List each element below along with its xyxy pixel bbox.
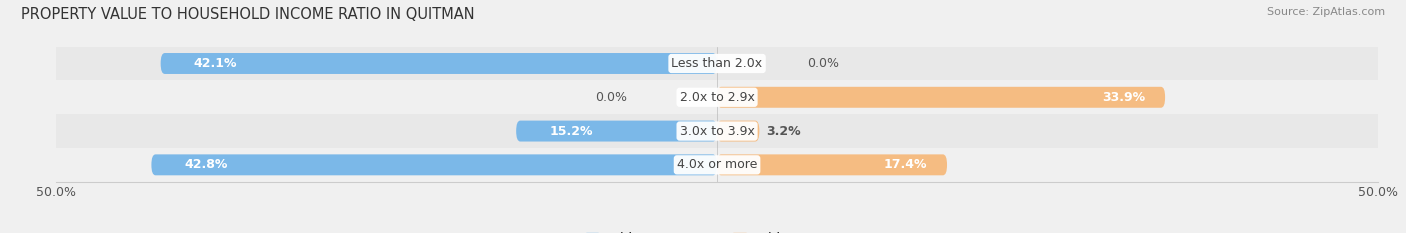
Bar xyxy=(56,80,1378,114)
Text: 33.9%: 33.9% xyxy=(1102,91,1146,104)
Text: 17.4%: 17.4% xyxy=(884,158,927,171)
Text: 0.0%: 0.0% xyxy=(807,57,839,70)
Bar xyxy=(56,114,1378,148)
Legend: Without Mortgage, With Mortgage: Without Mortgage, With Mortgage xyxy=(581,227,853,233)
FancyBboxPatch shape xyxy=(717,154,948,175)
Text: Less than 2.0x: Less than 2.0x xyxy=(672,57,762,70)
FancyBboxPatch shape xyxy=(516,121,717,141)
Text: 3.0x to 3.9x: 3.0x to 3.9x xyxy=(679,125,755,137)
Text: 15.2%: 15.2% xyxy=(550,125,593,137)
Text: Source: ZipAtlas.com: Source: ZipAtlas.com xyxy=(1267,7,1385,17)
FancyBboxPatch shape xyxy=(717,121,759,141)
Bar xyxy=(56,148,1378,182)
FancyBboxPatch shape xyxy=(152,154,717,175)
FancyBboxPatch shape xyxy=(160,53,717,74)
Text: PROPERTY VALUE TO HOUSEHOLD INCOME RATIO IN QUITMAN: PROPERTY VALUE TO HOUSEHOLD INCOME RATIO… xyxy=(21,7,475,22)
Bar xyxy=(56,47,1378,80)
Text: 42.8%: 42.8% xyxy=(184,158,228,171)
Text: 4.0x or more: 4.0x or more xyxy=(676,158,758,171)
Text: 3.2%: 3.2% xyxy=(766,125,800,137)
Text: 0.0%: 0.0% xyxy=(595,91,627,104)
Text: 2.0x to 2.9x: 2.0x to 2.9x xyxy=(679,91,755,104)
Text: 42.1%: 42.1% xyxy=(194,57,238,70)
FancyBboxPatch shape xyxy=(717,87,1166,108)
